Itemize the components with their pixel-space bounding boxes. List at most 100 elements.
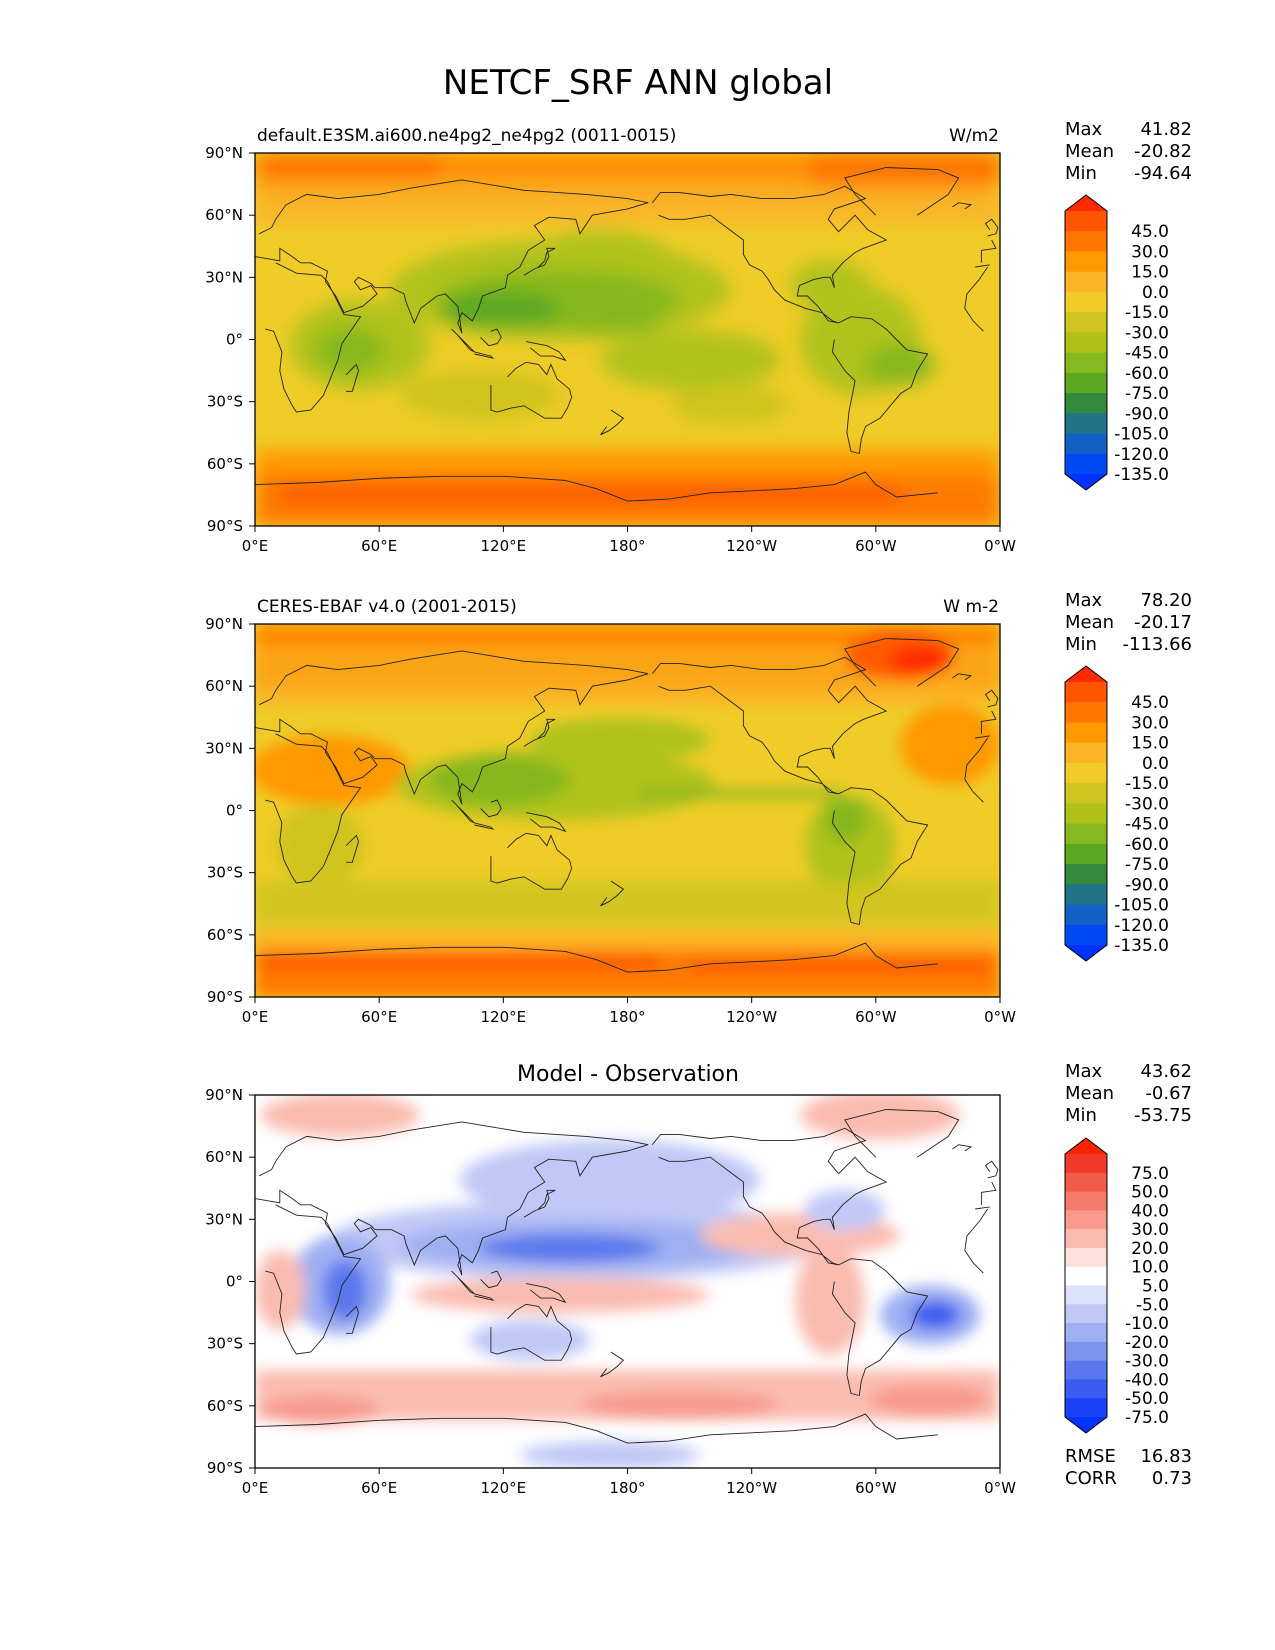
colorbar-segment — [1065, 823, 1107, 845]
colorbar-segment — [1065, 1266, 1107, 1286]
colorbar-segment — [1065, 762, 1107, 784]
stat-label: Min — [1065, 634, 1097, 655]
y-tick-label: 60°N — [205, 1148, 243, 1166]
y-tick-label: 30°S — [207, 1335, 243, 1353]
colorbar-segment — [1065, 1323, 1107, 1343]
colorbar-segment — [1065, 742, 1107, 764]
y-tick-label: 0° — [226, 802, 243, 820]
x-tick-label: 60°W — [855, 1008, 897, 1026]
coastline-group — [255, 167, 999, 502]
colorbar-label: 30.0 — [1131, 1220, 1169, 1240]
coastline — [265, 733, 990, 884]
panel-units-reference: W m-2 — [943, 597, 999, 617]
stat-label: Mean — [1065, 141, 1114, 162]
colorbar-label: 20.0 — [1131, 1239, 1169, 1259]
coastlines — [255, 167, 999, 1444]
x-tick-label: 0°E — [242, 537, 269, 555]
coastline — [480, 1270, 502, 1289]
coastline-group — [255, 1109, 999, 1444]
colorbar-label: -90.0 — [1125, 404, 1169, 424]
coastline — [651, 1127, 888, 1266]
colorbar-segment — [1065, 433, 1107, 455]
colorbar-label: -75.0 — [1125, 855, 1169, 875]
stat-value: -94.64 — [1134, 163, 1192, 184]
colorbar-label: -105.0 — [1114, 896, 1169, 916]
colorbar-label: -135.0 — [1114, 936, 1169, 956]
colorbar-label: 50.0 — [1131, 1183, 1169, 1203]
coastline — [345, 834, 359, 863]
colorbar-segment — [1065, 352, 1107, 374]
colorbar-label: 0.0 — [1142, 283, 1169, 303]
stat-label: Mean — [1065, 1083, 1114, 1104]
y-tick-label: 90°N — [205, 615, 243, 633]
colorbar-label: 30.0 — [1131, 713, 1169, 733]
stat-value: -0.67 — [1145, 1083, 1192, 1104]
x-tick-label: 120°W — [726, 1479, 777, 1497]
colorbar-segment — [1065, 1398, 1107, 1418]
colorbar-segment — [1065, 211, 1107, 232]
coastline — [265, 1204, 990, 1355]
colorbar-extend-min — [1065, 474, 1107, 490]
colorbar: 75.050.040.030.020.010.05.0-5.0-10.0-20.… — [1064, 1137, 1169, 1434]
coastline — [265, 262, 990, 413]
colorbar-label: 15.0 — [1131, 263, 1169, 283]
colorbar-segment — [1065, 291, 1107, 313]
y-tick-label: 90°S — [207, 988, 243, 1006]
colorbar-segment — [1065, 453, 1107, 475]
coastline — [523, 1189, 556, 1218]
coastline — [474, 1293, 495, 1301]
x-tick-label: 60°E — [361, 1008, 397, 1026]
coastline — [844, 638, 960, 687]
stat-label: Min — [1065, 163, 1097, 184]
coastline-group — [255, 638, 999, 973]
coastline — [480, 328, 502, 347]
stat-value: -113.66 — [1123, 634, 1192, 655]
x-tick-label: 0°E — [242, 1479, 269, 1497]
x-tick-label: 60°E — [361, 1479, 397, 1497]
stat-value: -53.75 — [1134, 1105, 1192, 1126]
x-tick-label: 180° — [609, 1479, 645, 1497]
stat-label: Max — [1065, 119, 1103, 140]
colorbar-segment — [1065, 1191, 1107, 1211]
colorbar: 45.030.015.00.0-15.0-30.0-45.0-60.0-75.0… — [1064, 194, 1169, 491]
colorbar-label: 45.0 — [1131, 222, 1169, 242]
colorbar-segment — [1065, 1285, 1107, 1305]
y-tick-label: 60°S — [207, 926, 243, 944]
colorbar-segment — [1065, 1210, 1107, 1230]
coastline — [490, 1303, 573, 1361]
map-field-difference — [255, 1095, 1000, 1468]
coastline — [526, 1283, 567, 1304]
colorbar-segment — [1065, 864, 1107, 885]
colorbar-segment — [1065, 271, 1107, 293]
coastline — [984, 218, 999, 237]
colorbar-label: 5.0 — [1142, 1277, 1169, 1297]
coastline — [600, 880, 625, 907]
colorbar-segment — [1065, 413, 1107, 435]
colorbar-segment — [1065, 393, 1107, 414]
colorbar-segment — [1065, 312, 1107, 333]
extra-stat-label: CORR — [1065, 1468, 1117, 1489]
colorbar-segment — [1065, 1172, 1107, 1193]
colorbar-label: 15.0 — [1131, 734, 1169, 754]
colorbar-label: -15.0 — [1125, 303, 1169, 323]
coastline — [480, 799, 502, 818]
colorbar-label: -40.0 — [1125, 1370, 1169, 1390]
x-tick-label: 60°E — [361, 537, 397, 555]
y-tick-label: 30°S — [207, 864, 243, 882]
x-tick-label: 180° — [609, 537, 645, 555]
colorbar-label: 30.0 — [1131, 242, 1169, 262]
x-tick-label: 0°E — [242, 1008, 269, 1026]
colorbar-label: -75.0 — [1125, 384, 1169, 404]
coastline — [651, 656, 888, 795]
coastline — [490, 832, 573, 890]
colorbar-segment — [1065, 1341, 1107, 1362]
x-tick-label: 120°E — [481, 1008, 527, 1026]
stat-value: -20.17 — [1134, 612, 1192, 633]
colorbar-segment — [1065, 1247, 1107, 1268]
colorbar-label: 40.0 — [1131, 1201, 1169, 1221]
colorbar-label: -90.0 — [1125, 875, 1169, 895]
colorbar-label: 45.0 — [1131, 693, 1169, 713]
coastline — [523, 247, 556, 276]
colorbar-label: -60.0 — [1125, 364, 1169, 384]
x-tick-label: 120°W — [726, 537, 777, 555]
